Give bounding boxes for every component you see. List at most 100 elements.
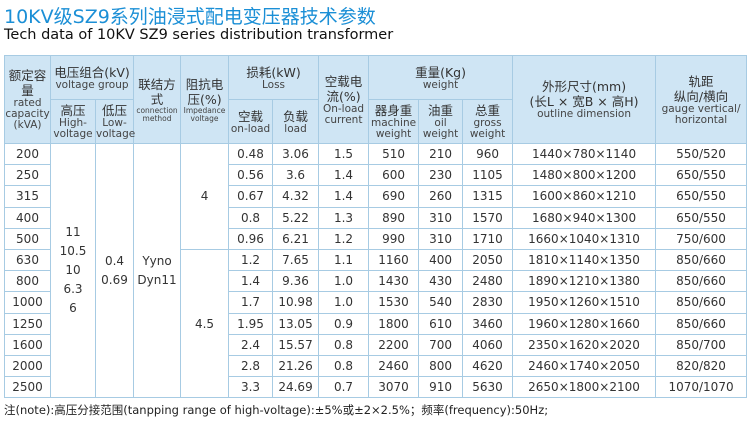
header-zh: 空载: [238, 108, 264, 124]
header-cell: 空载电流(%) On-load current: [318, 55, 370, 144]
note: 注(note):高压分接范围(tanpping range of high-vo…: [4, 403, 549, 417]
cell: 15.57: [272, 333, 320, 356]
header-cell: 外形尺寸(mm) (长L × 宽B × 高H) outline dimension: [512, 55, 657, 144]
cell: 0.96: [228, 227, 274, 250]
connection: Dyn11: [137, 272, 177, 287]
header-en: On-load current: [322, 102, 365, 126]
data-row: 1600 2.4 15.57 0.8 2200 700 4060 2350×1620×2020…: [4, 333, 748, 356]
cell: 2650×1800×2100: [512, 376, 657, 399]
cell: 800: [4, 270, 51, 293]
cell: 1710: [462, 227, 514, 250]
cell: 310: [418, 206, 464, 229]
high-voltage: 6.3: [63, 282, 83, 297]
header-cell: 轨距 纵向/横向 gauge vertical/ horizontal: [655, 55, 748, 144]
header-en: rated capacity (kVA): [5, 97, 50, 131]
data-row: 2500 3.3 24.69 0.7 3070 910 5630 2650×1800×2100…: [4, 376, 748, 399]
cell: 1160: [368, 248, 420, 272]
cell: 690: [368, 185, 420, 208]
cell: 400: [418, 248, 464, 272]
header-zh: 电压组合(kV): [54, 64, 130, 80]
data-row: 250 0.56 3.6 1.4 600 230 1105 1480×800×1200 650/…: [4, 164, 748, 187]
cell: 1.2: [228, 248, 274, 272]
cell: 13.05: [272, 312, 320, 335]
header-en: voltage group: [55, 78, 129, 91]
cell: 2.4: [228, 333, 274, 356]
cell: 1600×860×1210: [512, 185, 657, 208]
header-en: Impedance voltage: [183, 105, 226, 123]
cell: 700: [418, 333, 464, 356]
cell: 3.06: [272, 142, 320, 166]
header-cell: 电压组合(kV) voltage group: [49, 55, 135, 100]
impedance: 4: [180, 143, 230, 250]
header-cell: 器身重 machine weight: [368, 99, 420, 144]
cell: 540: [418, 291, 464, 314]
cell: 3.3: [228, 376, 274, 399]
cell: 600: [368, 164, 420, 187]
cell: 24.69: [272, 376, 320, 399]
data-row: 200 11 10.5 10 6.3 6 0.4 0.69 Yyno Dyn11 4 0.48 3.06…: [4, 142, 748, 399]
cell: 2350×1620×2020: [512, 333, 657, 356]
cell: 850/660: [655, 270, 748, 293]
connection-cell: Yyno Dyn11: [133, 142, 182, 399]
data-row: 400 0.8 5.22 1.3 890 310 1570 1680×940×1300 650/…: [4, 206, 748, 229]
header-zh: 空载电流(%): [324, 73, 363, 104]
header-row: 高压 High-voltage 低压 Low-voltage 空载 on-load 负载 lo…: [5, 99, 747, 144]
cell: 1810×1140×1350: [512, 248, 657, 272]
cell: 4.32: [272, 185, 320, 208]
cell: 1.0: [318, 291, 370, 314]
cell: 1660×1040×1310: [512, 227, 657, 250]
cell: 910: [418, 376, 464, 399]
cell: 1.4: [228, 270, 274, 293]
data-row: 500 0.96 6.21 1.2 990 310 1710 1660×1040×1310 75…: [4, 227, 748, 250]
low-voltage-cell: 0.4 0.69: [94, 142, 135, 399]
header-zh: 阻抗电压(%): [185, 76, 224, 107]
cell: 800: [418, 354, 464, 378]
header-cell: 低压 Low-voltage: [94, 99, 135, 144]
high-voltage: 10: [65, 263, 81, 278]
cell: 2830: [462, 291, 514, 314]
low-voltage: 0.4: [104, 253, 125, 268]
cell: 0.8: [228, 206, 274, 229]
connection: Yyno: [142, 253, 172, 268]
cell: 650/550: [655, 164, 748, 187]
cell: 990: [368, 227, 420, 250]
cell: 1.95: [228, 312, 274, 335]
cell: 5.22: [272, 206, 320, 229]
header-en: outline dimension: [537, 108, 631, 120]
cell: 1950×1260×1510: [512, 291, 657, 314]
header-cell: 联结方式 connection method: [133, 55, 182, 144]
cell: 1680×940×1300: [512, 206, 657, 229]
cell: 0.56: [228, 164, 274, 187]
cell: 1530: [368, 291, 420, 314]
cell: 1.3: [318, 206, 370, 229]
cell: 2200: [368, 333, 420, 356]
cell: 0.67: [228, 185, 274, 208]
header-zh: 重量(Kg): [415, 64, 466, 80]
cell: 2460×1740×2050: [512, 354, 657, 378]
cell: 9.36: [272, 270, 320, 293]
high-voltage: 11: [65, 225, 81, 240]
cell: 310: [418, 227, 464, 250]
impedance: 4.5: [180, 248, 230, 399]
header-cell: 高压 High-voltage: [50, 99, 96, 144]
cell: 3.6: [272, 164, 320, 187]
cell: 2000: [4, 354, 51, 378]
header-zh: 器身重: [374, 103, 413, 118]
cell: 10.98: [272, 291, 320, 314]
cell: 1570: [462, 206, 514, 229]
cell: 1.0: [318, 270, 370, 293]
cell: 1.4: [318, 164, 370, 187]
header-zh: 纵向/横向: [673, 88, 729, 104]
cell: 1000: [4, 291, 51, 314]
cell: 1250: [4, 312, 51, 335]
header-zh: 外形尺寸(mm): [541, 79, 627, 94]
data-row: 1000 1.7 10.98 1.0 1530 540 2830 1950×1260×1510…: [4, 291, 748, 314]
cell: 500: [4, 227, 51, 250]
cell: 850/660: [655, 291, 748, 314]
cell: 5630: [462, 376, 514, 399]
cell: 1315: [462, 185, 514, 208]
cell: 4620: [462, 354, 514, 378]
cell: 2.8: [228, 354, 274, 378]
header-cell: 重量(Kg) weight: [368, 55, 514, 100]
